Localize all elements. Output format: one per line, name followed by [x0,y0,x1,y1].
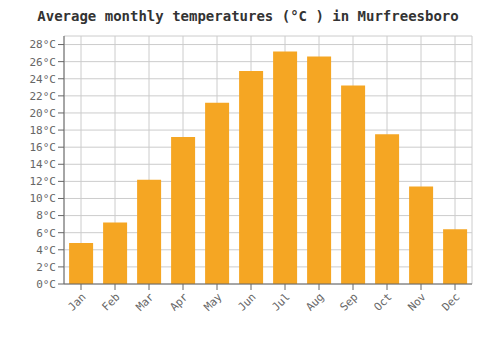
svg-text:20°C: 20°C [30,107,57,120]
svg-text:0°C: 0°C [36,278,56,291]
svg-text:14°C: 14°C [30,158,57,171]
svg-text:May: May [201,290,225,314]
svg-text:Jul: Jul [269,290,292,313]
svg-text:10°C: 10°C [30,192,57,205]
html-text:Average monthly temperatures (: Average monthly temperatures (°C ) in Mu… [37,8,459,24]
svg-text:26°C: 26°C [30,56,57,69]
svg-text:28°C: 28°C [30,38,57,51]
svg-text:Aug: Aug [303,290,326,313]
svg-text:Mar: Mar [133,290,157,314]
svg-text:Dec: Dec [439,290,462,313]
svg-text:22°C: 22°C [30,90,57,103]
svg-text:Apr: Apr [167,290,191,314]
svg-text:24°C: 24°C [30,73,57,86]
svg-text:18°C: 18°C [30,124,57,137]
svg-text:Jun: Jun [235,290,258,313]
svg-text:6°C: 6°C [36,227,56,240]
svg-text:4°C: 4°C [36,244,56,257]
svg-text:Sep: Sep [337,290,360,313]
svg-text:Oct: Oct [371,290,394,313]
svg-text:8°C: 8°C [36,209,56,222]
svg-text:2°C: 2°C [36,261,56,274]
svg-text:Jan: Jan [65,290,88,313]
svg-text:12°C: 12°C [30,175,57,188]
svg-text:Feb: Feb [99,290,122,313]
svg-text:16°C: 16°C [30,141,57,154]
svg-text:Nov: Nov [405,290,429,314]
